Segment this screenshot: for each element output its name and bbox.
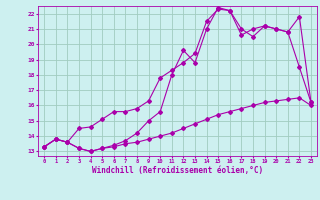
X-axis label: Windchill (Refroidissement éolien,°C): Windchill (Refroidissement éolien,°C) [92, 166, 263, 175]
